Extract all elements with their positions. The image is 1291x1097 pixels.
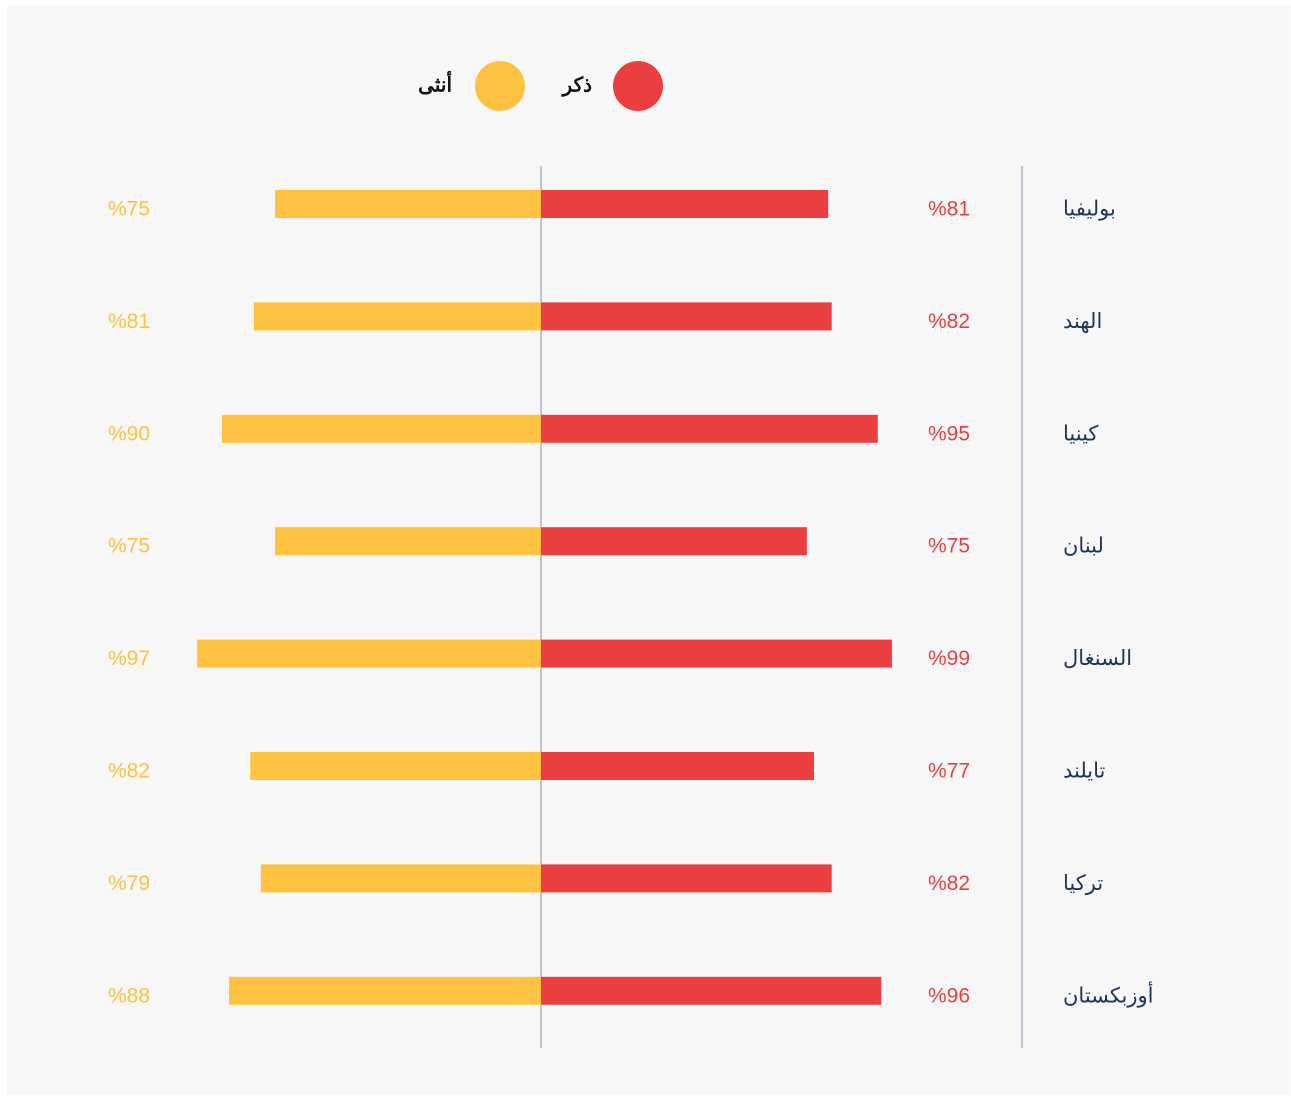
value-label: %77 [928, 760, 970, 783]
category-label: الهند [1063, 310, 1102, 334]
value-label: %95 [928, 422, 970, 445]
bar [275, 190, 541, 218]
bar [541, 864, 832, 893]
bar [275, 527, 541, 556]
value-label: %90 [108, 422, 150, 445]
value-label: %81 [928, 198, 970, 221]
bar [541, 976, 882, 1005]
bar [260, 864, 541, 893]
category-label: تركيا [1063, 872, 1103, 896]
value-label: %88 [108, 984, 150, 1007]
legend-swatch [613, 61, 663, 111]
category-label: أوزبكستان [1063, 980, 1153, 1008]
value-label: %75 [108, 198, 150, 221]
value-label: %99 [928, 647, 970, 670]
bar [541, 414, 878, 443]
bar [541, 639, 892, 668]
value-label: %75 [928, 535, 970, 558]
value-label: %82 [108, 760, 150, 783]
value-label: %75 [108, 535, 150, 558]
legend-label: ذكر [561, 74, 593, 97]
bar [250, 752, 541, 780]
value-label: %97 [108, 647, 150, 670]
bar [221, 414, 541, 443]
category-label: كينيا [1063, 422, 1098, 445]
value-label: %81 [108, 310, 150, 333]
bar [541, 190, 829, 218]
bar [197, 639, 541, 668]
bar [541, 752, 814, 780]
value-label: %96 [928, 984, 970, 1007]
bar [541, 527, 807, 556]
value-label: %79 [108, 872, 150, 895]
category-label: بوليفيا [1063, 198, 1116, 222]
value-label: %82 [928, 872, 970, 895]
category-label: لبنان [1063, 535, 1104, 558]
value-label: %82 [928, 310, 970, 333]
category-label: السنغال [1063, 647, 1132, 670]
bar [253, 302, 542, 331]
bar [229, 976, 542, 1005]
category-label: تايلند [1063, 760, 1106, 783]
bar [541, 302, 832, 331]
legend-swatch [475, 61, 525, 111]
legend-label: أنثى [418, 70, 452, 96]
